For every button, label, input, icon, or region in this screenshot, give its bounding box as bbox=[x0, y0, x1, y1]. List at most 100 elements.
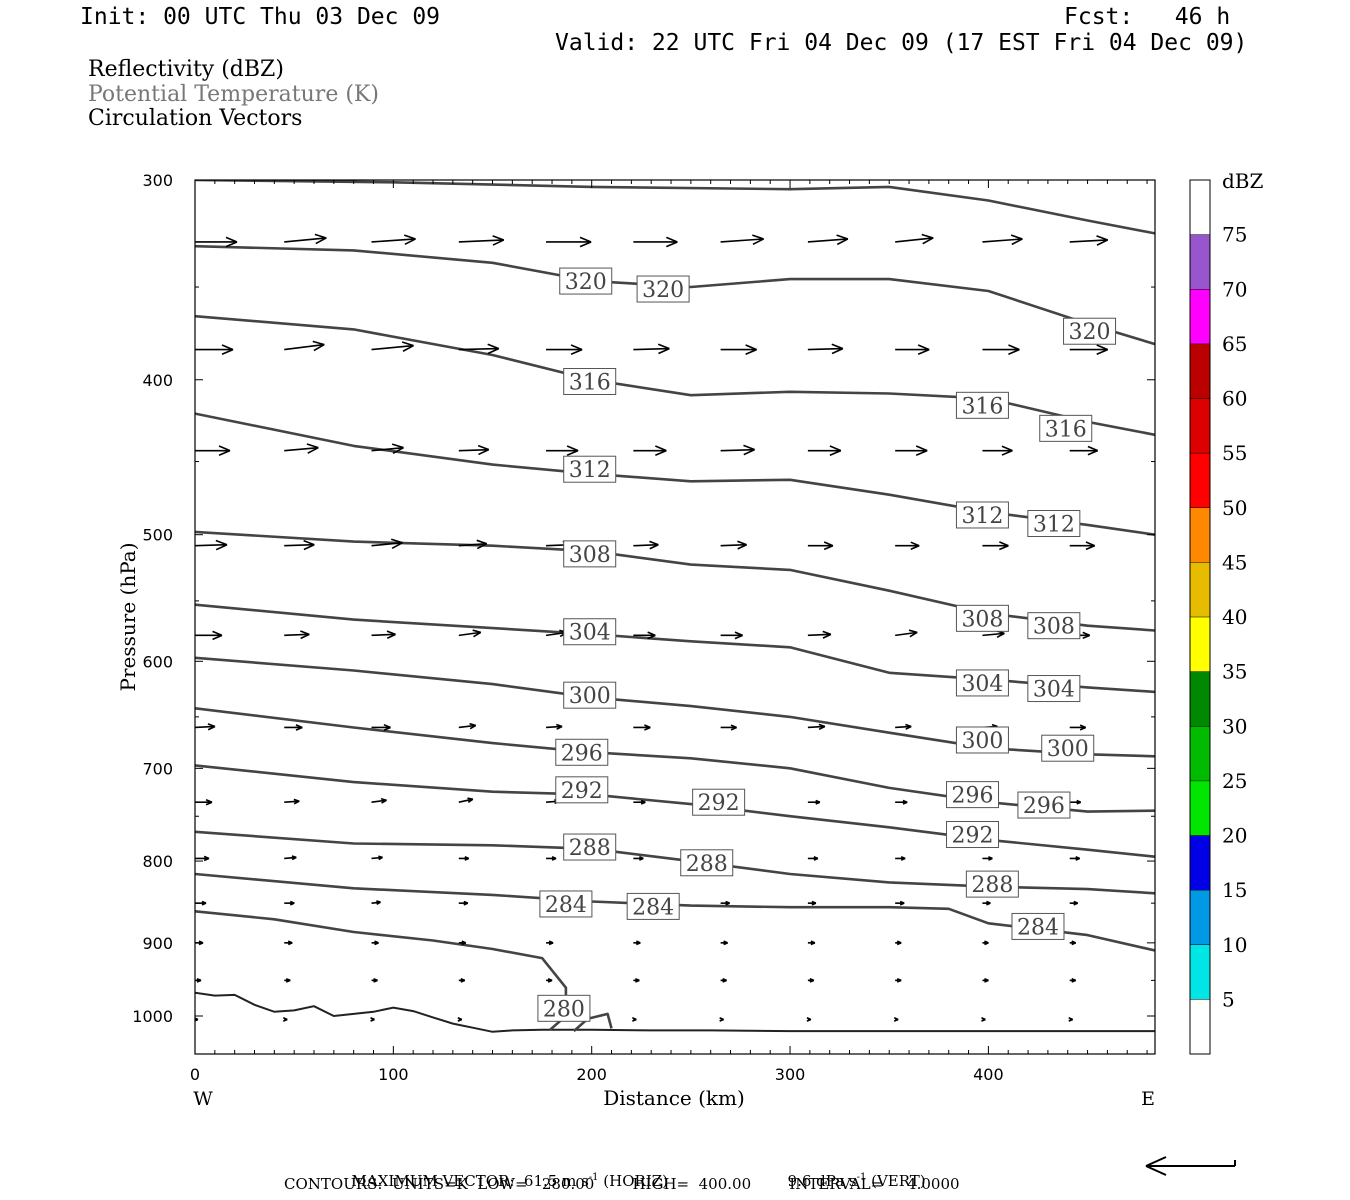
vector-shaft bbox=[458, 239, 504, 243]
vector-head bbox=[734, 634, 743, 640]
vector-head bbox=[303, 543, 315, 551]
vector-head bbox=[295, 726, 303, 731]
vector-shaft bbox=[982, 632, 1005, 637]
vector-head bbox=[476, 539, 488, 545]
vector-shaft bbox=[195, 725, 216, 729]
vector-head bbox=[401, 341, 414, 347]
vector-head bbox=[984, 977, 989, 982]
vector-head bbox=[910, 544, 920, 550]
label-box bbox=[636, 275, 690, 303]
isentrope-label-320: 320 bbox=[1063, 317, 1117, 345]
vector-shaft bbox=[371, 344, 414, 351]
vector-head bbox=[195, 1017, 199, 1021]
vector-head bbox=[282, 1017, 288, 1021]
vector-head bbox=[380, 797, 387, 801]
vector-head bbox=[1087, 449, 1099, 456]
circulation-vector bbox=[632, 1017, 637, 1022]
vector-head bbox=[655, 445, 667, 452]
vector-shaft bbox=[720, 448, 755, 452]
isentrope-label-text: 292 bbox=[561, 779, 603, 804]
vector-head bbox=[487, 343, 500, 350]
isentrope-label-308: 308 bbox=[955, 604, 1009, 632]
label-box bbox=[955, 669, 1009, 697]
vector-shaft bbox=[720, 238, 764, 243]
vector-head bbox=[1165, 800, 1169, 802]
vector-head bbox=[314, 233, 327, 239]
circulation-vector bbox=[371, 234, 416, 246]
circulation-vector bbox=[1157, 941, 1163, 944]
vector-head bbox=[922, 237, 934, 245]
vector-head bbox=[984, 940, 989, 944]
isentrope-label-text: 312 bbox=[961, 504, 1003, 529]
label-box bbox=[1039, 414, 1093, 442]
vector-shaft bbox=[284, 543, 315, 547]
vector-head bbox=[909, 631, 918, 638]
vector-head bbox=[383, 723, 391, 729]
vector-head bbox=[649, 540, 659, 546]
isentrope-label-text: 288 bbox=[686, 852, 728, 877]
vector-head bbox=[391, 538, 403, 544]
isentrope-label-text: 296 bbox=[561, 741, 603, 766]
colorbar-level-label: 40 bbox=[1222, 605, 1247, 629]
isentrope-label-text: 280 bbox=[543, 997, 585, 1022]
vector-head bbox=[823, 541, 834, 547]
vector-head bbox=[1171, 635, 1179, 638]
isentrope-label-text: 300 bbox=[1047, 737, 1089, 762]
circulation-vector bbox=[895, 344, 930, 355]
vector-head bbox=[464, 856, 470, 860]
isentrope-label-text: 308 bbox=[961, 607, 1003, 632]
circulation-vector bbox=[284, 724, 303, 731]
vector-head bbox=[908, 629, 918, 634]
isentrope-label-text: 284 bbox=[632, 895, 674, 920]
circulation-vector bbox=[546, 445, 579, 457]
colorbar-level-label: 25 bbox=[1222, 769, 1247, 793]
vector-head bbox=[207, 725, 216, 731]
isentrope-label-text: 288 bbox=[569, 836, 611, 861]
colorbar-level-label: 30 bbox=[1222, 714, 1247, 738]
label-box bbox=[946, 781, 1000, 809]
vector-head bbox=[806, 1017, 812, 1021]
circulation-vector bbox=[720, 940, 728, 946]
vector-head bbox=[215, 543, 228, 551]
vector-head bbox=[647, 634, 656, 640]
vector-head bbox=[1159, 980, 1163, 982]
circulation-vector bbox=[195, 723, 216, 731]
circulation-vector bbox=[895, 541, 920, 550]
vector-head bbox=[818, 723, 826, 728]
vector-head bbox=[745, 348, 757, 355]
vector-shaft bbox=[284, 633, 310, 637]
circulation-vector bbox=[633, 540, 659, 550]
horiz-text: (HORIZ) bbox=[598, 1172, 669, 1190]
circulation-vector bbox=[1069, 445, 1099, 456]
isentrope-label-text: 316 bbox=[569, 370, 611, 395]
label-box bbox=[1041, 734, 1095, 762]
y-tick-label: 1000 bbox=[132, 1007, 173, 1026]
circulation-vector bbox=[284, 798, 300, 805]
colorbar-level-label: 35 bbox=[1222, 660, 1247, 684]
vector-head bbox=[392, 446, 404, 454]
y-tick-label: 500 bbox=[142, 526, 173, 545]
circulation-vector bbox=[284, 977, 291, 983]
label-box bbox=[965, 870, 1019, 898]
isentrope-label-text: 300 bbox=[569, 684, 611, 709]
vector-shaft bbox=[982, 238, 1023, 243]
vector-head bbox=[1085, 544, 1096, 551]
label-box bbox=[1011, 912, 1065, 940]
label-box bbox=[563, 833, 617, 861]
label-box bbox=[680, 849, 734, 877]
vector-head bbox=[570, 348, 583, 355]
label-box bbox=[946, 821, 1000, 849]
circulation-vector bbox=[1157, 800, 1169, 804]
colorbar-segment bbox=[1190, 835, 1210, 891]
vector-head bbox=[1087, 445, 1099, 452]
isentrope-label-text: 308 bbox=[1033, 615, 1075, 640]
circulation-vector bbox=[458, 900, 469, 906]
vector-head bbox=[218, 449, 231, 457]
circulation-vector bbox=[546, 940, 554, 946]
vector-head bbox=[476, 543, 488, 550]
circulation-vector bbox=[371, 855, 383, 861]
vector-head bbox=[1096, 348, 1109, 355]
circulation-vector bbox=[807, 445, 842, 457]
vector-head bbox=[289, 900, 295, 904]
circulation-vector bbox=[895, 629, 918, 638]
